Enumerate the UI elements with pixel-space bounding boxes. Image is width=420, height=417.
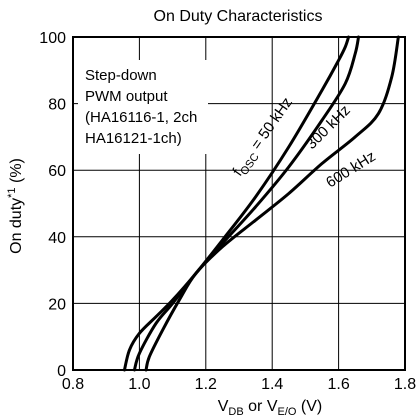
plot-frame [72, 36, 406, 371]
x-tick-label: 1.0 [128, 376, 150, 393]
note-line: PWM output [85, 88, 168, 105]
x-tick-labels: 0.8 1.0 1.2 1.4 1.6 1.8 [62, 376, 416, 393]
curves [122, 35, 400, 372]
y-axis-label-tail: (%) [8, 158, 25, 187]
note-line: Step-down [85, 67, 157, 84]
note-line: (HA16116-1, 2ch [85, 109, 197, 126]
y-tick-label: 0 [57, 363, 66, 380]
x-tick-label: 1.2 [195, 376, 217, 393]
x-tick-label: 1.6 [327, 376, 349, 393]
note-text: Step-down PWM output (HA16116-1, 2ch HA1612… [85, 67, 197, 147]
x-axis-label-tail: (V) [296, 398, 322, 415]
y-axis-label-base: On duty [8, 198, 25, 254]
curve-series-2 [132, 35, 361, 372]
y-tick-label: 20 [48, 296, 66, 313]
y-tick-labels: 0 20 40 60 80 100 [39, 30, 66, 380]
note-background [78, 60, 208, 154]
y-tick-label: 60 [48, 163, 66, 180]
x-tick-label: 1.4 [261, 376, 283, 393]
x-axis-label-mid: or V [244, 398, 278, 415]
y-tick-label: 40 [48, 230, 66, 247]
y-axis-label-sup: *1 [6, 187, 18, 197]
x-axis-label-sub2: E/O [278, 406, 297, 417]
y-tick-label: 100 [39, 30, 66, 47]
curve-series-3 [144, 35, 400, 372]
x-tick-label: 1.8 [394, 376, 416, 393]
x-axis-label-sub1: DB [228, 406, 243, 417]
x-axis-label-base1: V [218, 398, 229, 415]
y-axis-label: On duty*1 (%) [6, 158, 25, 254]
x-tick-label: 0.8 [62, 376, 84, 393]
y-tick-label: 80 [48, 97, 66, 114]
curve-series-1 [122, 35, 351, 372]
note-line: HA16121-1ch) [85, 130, 182, 147]
x-axis-label: VDB or VE/O (V) [218, 398, 322, 417]
chart-title: On Duty Characteristics [154, 8, 323, 25]
